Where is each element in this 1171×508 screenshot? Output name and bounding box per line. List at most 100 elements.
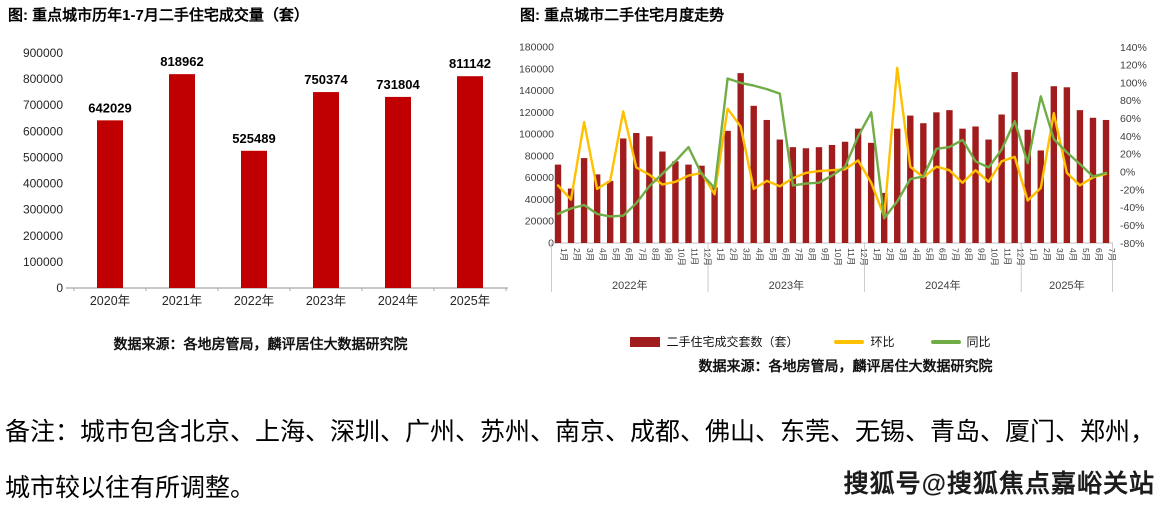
month-tick-label: 7月 bbox=[794, 248, 804, 261]
monthly-volume-bar bbox=[998, 114, 1005, 243]
x-axis-category-label: 2021年 bbox=[162, 294, 202, 308]
yoy-swatch-icon bbox=[930, 339, 961, 344]
month-tick-label: 3月 bbox=[898, 248, 908, 261]
annual-bar-chart: 0 100000 200000 300000 400000 500000 600000 700… bbox=[23, 46, 508, 308]
monthly-volume-bar bbox=[815, 147, 823, 243]
monthly-volume-bar bbox=[620, 138, 627, 243]
month-tick-label: 6月 bbox=[781, 248, 791, 261]
monthly-volume-bar bbox=[972, 126, 979, 243]
monthly-volume-bar bbox=[920, 123, 927, 243]
month-tick-label: 10月 bbox=[833, 248, 843, 266]
footnote-line2: 城市较以往有所调整。 bbox=[5, 473, 256, 502]
monthly-volume-bar bbox=[867, 142, 875, 243]
x-axis-category-label: 2023年 bbox=[306, 294, 346, 308]
monthly-volume-bar bbox=[750, 105, 757, 243]
month-tick-label: 2月 bbox=[885, 248, 895, 261]
monthly-volume-bar bbox=[802, 148, 810, 243]
right-axis-tick-label: -80% bbox=[1120, 238, 1145, 250]
monthly-volume-bar bbox=[659, 151, 666, 243]
y-axis-tick-label: 700000 bbox=[23, 98, 63, 112]
right-axis-tick-label: 140% bbox=[1120, 42, 1147, 54]
monthly-volume-bar bbox=[646, 136, 653, 243]
legend-label-yoy: 同比 bbox=[966, 335, 991, 349]
month-tick-label: 2月 bbox=[1042, 248, 1052, 261]
left-axis-tick-label: 40000 bbox=[525, 194, 554, 206]
left-axis-tick-label: 100000 bbox=[520, 129, 554, 141]
monthly-volume-bar bbox=[959, 128, 966, 243]
month-tick-label: 8月 bbox=[807, 248, 817, 261]
year-group-label: 2025年 bbox=[1049, 278, 1084, 292]
monthly-volume-bar bbox=[841, 141, 849, 243]
right-axis-tick-label: 60% bbox=[1120, 113, 1141, 125]
annual-bar bbox=[457, 76, 483, 288]
monthly-volume-bar bbox=[1037, 150, 1044, 243]
watermark: 搜狐号@搜狐焦点嘉峪关站 bbox=[843, 470, 1155, 498]
monthly-volume-bar bbox=[1102, 119, 1110, 243]
y-axis-tick-label: 800000 bbox=[23, 72, 63, 86]
month-tick-label: 2月 bbox=[572, 248, 582, 261]
month-tick-label: 1月 bbox=[559, 248, 569, 261]
legend-item-yoy: 同比 bbox=[930, 333, 991, 350]
right-axis-tick-label: 20% bbox=[1120, 149, 1141, 161]
monthly-chart-title: 图: 重点城市二手住宅月度走势 bbox=[520, 7, 725, 24]
month-tick-label: 11月 bbox=[689, 248, 699, 265]
annual-bar bbox=[313, 92, 339, 289]
month-tick-label: 5月 bbox=[768, 248, 778, 261]
left-axis-tick-label: 180000 bbox=[520, 42, 554, 54]
monthly-volume-bar bbox=[1063, 87, 1071, 244]
left-axis-tick-label: 20000 bbox=[525, 216, 554, 228]
monthly-volume-bar bbox=[933, 112, 940, 243]
monthly-volume-bar bbox=[633, 133, 640, 243]
legend: 二手住宅成交套数（套） 环比 同比 bbox=[520, 333, 1171, 350]
month-tick-label: 5月 bbox=[611, 248, 621, 261]
mom-line bbox=[556, 66, 1108, 218]
month-tick-label: 10月 bbox=[676, 248, 686, 266]
mom-swatch-icon bbox=[834, 339, 865, 344]
annual-bar bbox=[385, 96, 411, 288]
monthly-volume-bar bbox=[1050, 86, 1058, 243]
bar-value-label: 525489 bbox=[232, 131, 275, 146]
month-tick-label: 8月 bbox=[963, 248, 973, 261]
month-tick-label: 11月 bbox=[1003, 248, 1013, 265]
volume-swatch-icon bbox=[630, 336, 661, 347]
year-group-label: 2024年 bbox=[925, 278, 960, 292]
month-tick-label: 11月 bbox=[846, 248, 856, 265]
monthly-volume-bar bbox=[593, 174, 601, 243]
month-tick-label: 5月 bbox=[1081, 248, 1091, 261]
month-tick-label: 7月 bbox=[637, 248, 647, 261]
month-tick-label: 2月 bbox=[729, 248, 739, 261]
left-axis-tick-label: 140000 bbox=[520, 85, 554, 97]
monthly-volume-bar bbox=[567, 188, 575, 243]
left-axis-tick-label: 160000 bbox=[520, 63, 554, 75]
x-axis-category-label: 2020年 bbox=[90, 294, 130, 308]
monthly-volume-bar bbox=[776, 139, 784, 243]
month-tick-label: 12月 bbox=[703, 248, 713, 266]
month-tick-label: 7月 bbox=[950, 248, 960, 261]
monthly-volume-bar bbox=[1089, 117, 1097, 243]
legend-label-mom: 环比 bbox=[870, 335, 895, 349]
month-tick-label: 1月 bbox=[872, 248, 882, 261]
month-tick-label: 9月 bbox=[977, 248, 987, 261]
month-tick-label: 12月 bbox=[1016, 248, 1026, 266]
monthly-volume-bar bbox=[724, 130, 731, 243]
left-axis-tick-label: 60000 bbox=[525, 172, 554, 184]
month-tick-label: 7月 bbox=[1107, 248, 1117, 261]
right-axis-tick-label: 120% bbox=[1120, 60, 1147, 72]
month-tick-label: 4月 bbox=[755, 248, 765, 261]
monthly-volume-bar bbox=[698, 165, 705, 243]
y-axis-tick-label: 300000 bbox=[23, 203, 63, 217]
monthly-combo-chart-section: 图: 重点城市二手住宅月度走势 0 20000 40000 60000 80000 100… bbox=[519, 6, 1171, 376]
left-axis-tick-label: 120000 bbox=[520, 107, 554, 119]
monthly-volume-bar bbox=[685, 164, 692, 243]
right-axis-tick-label: 40% bbox=[1120, 131, 1141, 143]
legend-label-volume: 二手住宅成交套数（套） bbox=[666, 335, 799, 349]
bar-value-label: 750374 bbox=[304, 72, 348, 87]
month-tick-label: 6月 bbox=[937, 248, 947, 261]
right-axis-tick-label: 0% bbox=[1120, 167, 1135, 179]
right-axis-tick-label: -20% bbox=[1120, 184, 1145, 196]
month-tick-label: 3月 bbox=[742, 248, 752, 261]
monthly-volume-bar bbox=[894, 128, 901, 243]
monthly-volume-bar bbox=[672, 161, 679, 243]
month-tick-label: 5月 bbox=[924, 248, 934, 261]
